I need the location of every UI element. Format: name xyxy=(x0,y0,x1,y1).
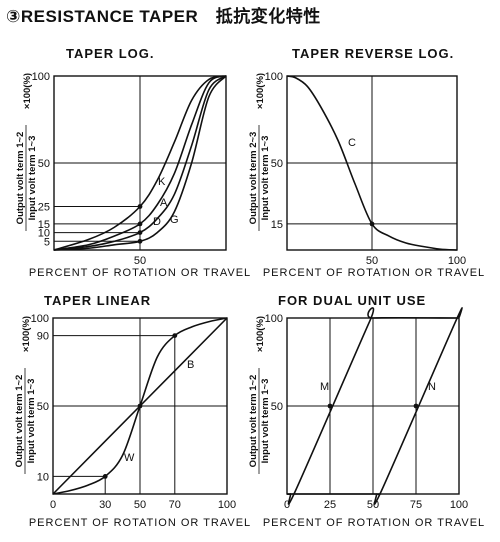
y-label-numerator: Output volt term 1~2 xyxy=(14,375,25,468)
data-point-marker xyxy=(172,333,178,338)
data-point-marker xyxy=(137,238,143,244)
x-tick-label: 50 xyxy=(366,255,378,267)
chart-title: TAPER REVERSE LOG. xyxy=(292,46,454,61)
y-tick-label: 100 xyxy=(31,313,49,325)
y-tick-label: 25 xyxy=(38,202,50,214)
y-tick-label: 5 xyxy=(44,236,50,248)
y-axis-label: Output volt term 1~2 Input volt term 1~3… xyxy=(15,73,38,231)
chart-title: TAPER LOG. xyxy=(66,46,154,61)
y-tick-label: 50 xyxy=(271,401,283,413)
series-a-line xyxy=(53,75,227,251)
y-tick-label: 100 xyxy=(265,71,283,83)
y-tick-label: 10 xyxy=(37,471,49,483)
page-title: ③RESISTANCE TAPER 抵抗変化特性 xyxy=(6,6,321,26)
x-tick-label: 25 xyxy=(324,499,336,511)
y-label-denominator: Input volt term 1~3 xyxy=(260,136,271,221)
curve-label-m: M xyxy=(320,381,329,393)
x-axis-label: PERCENT OF ROTATION OR TRAVEL xyxy=(29,267,251,279)
y-tick-label: 50 xyxy=(271,158,283,170)
x-tick-label: 75 xyxy=(410,499,422,511)
plot-layer-2: 10 50 90 100 0 30 50 70 100 xyxy=(31,313,237,511)
chart-title: FOR DUAL UNIT USE xyxy=(278,293,426,308)
x-tick-label: 100 xyxy=(450,499,468,511)
series-g-line xyxy=(53,75,227,251)
plot-layer-3: 50 100 0 25 50 75 100 xyxy=(265,307,468,511)
series-d-line xyxy=(53,75,227,251)
plot-layer-1: 15 50 100 50 100 xyxy=(265,71,467,267)
y-tick-label: 15 xyxy=(38,219,50,231)
curve-label-b: B xyxy=(187,359,194,371)
curve-label-w: W xyxy=(124,452,135,464)
x-tick-label: 0 xyxy=(50,499,56,511)
x-axis-label: PERCENT OF ROTATION OR TRAVEL xyxy=(263,267,485,279)
y-label-factor: ×100(%) xyxy=(21,316,32,352)
y-axis-label: Output volt term 1~2 Input volt term 1~3… xyxy=(248,316,271,474)
data-point-marker xyxy=(327,403,333,409)
x-axis-label: PERCENT OF ROTATION OR TRAVEL xyxy=(263,517,485,529)
y-axis-label: Output volt term 2~3 Input volt term 1~3… xyxy=(248,73,271,231)
data-point-marker xyxy=(413,403,419,409)
y-axis-label: Output volt term 1~2 Input volt term 1~3… xyxy=(14,316,37,474)
y-tick-label: 90 xyxy=(37,331,49,343)
series-k-line xyxy=(53,75,227,251)
curve-label-c: C xyxy=(348,137,356,149)
x-tick-label: 100 xyxy=(448,255,466,267)
data-point-marker xyxy=(137,403,143,409)
y-label-factor: ×100(%) xyxy=(255,73,266,109)
y-tick-label: 15 xyxy=(271,219,283,231)
x-tick-label: 30 xyxy=(99,499,111,511)
curve-label-g: G xyxy=(170,214,179,226)
series-c-line xyxy=(286,75,458,251)
y-tick-label: 100 xyxy=(265,313,283,325)
curve-label-n: N xyxy=(428,381,436,393)
y-tick-label: 10 xyxy=(38,228,50,240)
x-tick-label: 50 xyxy=(367,499,379,511)
y-label-numerator: Output volt term 1~2 xyxy=(248,375,259,468)
series-n-line xyxy=(287,307,463,505)
y-label-denominator: Input volt term 1~3 xyxy=(27,136,38,221)
y-label-numerator: Output volt term 1~2 xyxy=(15,132,26,225)
data-point-marker xyxy=(137,230,143,236)
data-point-marker xyxy=(102,474,108,479)
data-point-marker xyxy=(137,221,143,227)
x-tick-label: 100 xyxy=(218,499,236,511)
y-label-denominator: Input volt term 1~3 xyxy=(26,379,37,464)
curve-label-k: K xyxy=(158,176,166,188)
y-tick-label: 100 xyxy=(32,71,50,83)
y-label-factor: ×100(%) xyxy=(22,73,33,109)
x-tick-label: 50 xyxy=(134,499,146,511)
y-label-factor: ×100(%) xyxy=(255,316,266,352)
x-tick-label: 70 xyxy=(169,499,181,511)
data-point-marker xyxy=(137,204,143,209)
curve-label-d: D xyxy=(153,216,161,228)
y-label-denominator: Input volt term 1~3 xyxy=(260,379,271,464)
x-tick-label: 0 xyxy=(284,499,290,511)
chart-title: TAPER LINEAR xyxy=(44,293,151,308)
curve-label-a: A xyxy=(160,197,168,209)
y-tick-label: 50 xyxy=(38,158,50,170)
x-tick-label: 50 xyxy=(134,255,146,267)
y-label-numerator: Output volt term 2~3 xyxy=(248,132,259,225)
x-axis-label: PERCENT OF ROTATION OR TRAVEL xyxy=(29,517,251,529)
data-point-marker xyxy=(369,221,375,227)
y-tick-label: 50 xyxy=(37,401,49,413)
